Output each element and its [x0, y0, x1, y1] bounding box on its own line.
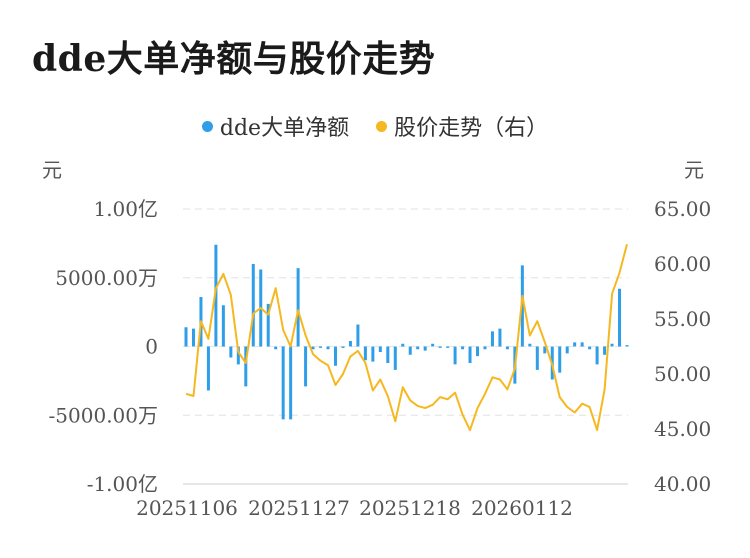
- dde-bar[interactable]: [595, 346, 599, 365]
- dde-bar[interactable]: [266, 303, 270, 347]
- dde-bar[interactable]: [191, 328, 195, 347]
- dde-bar[interactable]: [580, 342, 584, 347]
- dde-bar[interactable]: [356, 324, 360, 347]
- left-tick-label: -1.00亿: [87, 472, 158, 496]
- legend-label-dde: dde大单净额: [219, 116, 350, 141]
- dde-bar[interactable]: [378, 346, 382, 353]
- dde-bar[interactable]: [408, 346, 412, 355]
- dde-bar[interactable]: [319, 346, 323, 348]
- dde-bar[interactable]: [206, 346, 210, 391]
- x-tick-label: 20251127: [248, 496, 350, 520]
- left-tick-label: 5000.00万: [55, 266, 158, 290]
- legend-item-dde[interactable]: dde大单净额: [201, 110, 350, 142]
- dde-bar[interactable]: [281, 346, 285, 420]
- dde-bar[interactable]: [543, 346, 547, 354]
- price-line[interactable]: [185, 243, 628, 432]
- dde-bar[interactable]: [453, 346, 457, 365]
- dde-bar[interactable]: [236, 346, 240, 365]
- dde-bar[interactable]: [476, 346, 480, 357]
- dde-bar[interactable]: [535, 346, 539, 370]
- x-tick-label: 20260112: [471, 496, 573, 520]
- dde-bar[interactable]: [558, 346, 562, 373]
- dde-bar[interactable]: [274, 346, 278, 350]
- dde-bar[interactable]: [416, 346, 420, 350]
- dde-bar[interactable]: [431, 343, 435, 347]
- dde-bar[interactable]: [363, 346, 367, 361]
- dde-bar[interactable]: [505, 346, 509, 350]
- dde-bar[interactable]: [625, 345, 629, 347]
- legend-dot-dde: [201, 120, 213, 132]
- dde-bar[interactable]: [438, 346, 442, 348]
- dde-bar[interactable]: [610, 343, 614, 347]
- left-axis-unit: 元: [42, 158, 62, 182]
- dde-bar[interactable]: [423, 346, 427, 351]
- dde-bar[interactable]: [461, 346, 465, 350]
- axis-labels: 元 元 1.00亿 5000.00万 0 -5000.00万 -1.00亿 65.00 60…: [42, 158, 711, 520]
- left-tick-label: -5000.00万: [49, 403, 158, 427]
- dde-bar[interactable]: [573, 342, 577, 347]
- right-tick-label: 65.00: [654, 197, 711, 221]
- dde-bar[interactable]: [311, 346, 315, 350]
- dde-bar[interactable]: [296, 268, 300, 347]
- x-tick-label: 20251106: [136, 496, 238, 520]
- dde-bar[interactable]: [565, 346, 569, 354]
- dde-bar[interactable]: [304, 346, 308, 387]
- dde-bar[interactable]: [446, 346, 450, 348]
- right-tick-label: 55.00: [654, 307, 711, 331]
- x-tick-label: 20251218: [359, 496, 461, 520]
- dde-bar[interactable]: [371, 346, 375, 362]
- chart-title: dde大单净额与股价走势: [32, 38, 436, 80]
- right-tick-label: 45.00: [654, 417, 711, 441]
- dde-bar[interactable]: [221, 305, 225, 347]
- dde-bar[interactable]: [289, 346, 293, 420]
- dde-bar[interactable]: [483, 346, 487, 350]
- legend-item-price[interactable]: 股价走势（右）: [376, 110, 548, 142]
- left-tick-label: 0: [145, 335, 158, 359]
- dde-bar[interactable]: [251, 264, 255, 347]
- dde-bar[interactable]: [490, 331, 494, 347]
- right-axis-unit: 元: [684, 158, 704, 182]
- gridlines: [183, 208, 628, 485]
- dde-bar[interactable]: [386, 346, 390, 364]
- line-series: [185, 243, 628, 432]
- dde-bar[interactable]: [401, 343, 405, 347]
- dde-bar[interactable]: [468, 346, 472, 364]
- right-tick-label: 60.00: [654, 252, 711, 276]
- dde-bar[interactable]: [341, 346, 345, 348]
- dde-bar[interactable]: [326, 346, 330, 350]
- legend-label-price: 股价走势（右）: [394, 116, 549, 141]
- bar-series: [184, 244, 629, 420]
- dde-bar[interactable]: [348, 341, 352, 347]
- legend-dot-price: [376, 120, 388, 132]
- dde-bar[interactable]: [229, 346, 233, 358]
- dde-bar[interactable]: [498, 328, 502, 347]
- dde-bar[interactable]: [603, 346, 607, 355]
- right-tick-label: 40.00: [654, 472, 711, 496]
- dde-bar[interactable]: [618, 288, 622, 347]
- left-tick-label: 1.00亿: [93, 197, 158, 221]
- dde-bar[interactable]: [528, 343, 532, 347]
- dde-bar[interactable]: [214, 244, 218, 347]
- dde-bar[interactable]: [184, 327, 188, 347]
- legend: dde大单净额 股价走势（右）: [0, 110, 750, 142]
- dde-bar[interactable]: [588, 346, 592, 350]
- dde-bar[interactable]: [244, 346, 248, 387]
- dde-bar[interactable]: [393, 346, 397, 370]
- dde-bar[interactable]: [333, 346, 337, 366]
- right-tick-label: 50.00: [654, 362, 711, 386]
